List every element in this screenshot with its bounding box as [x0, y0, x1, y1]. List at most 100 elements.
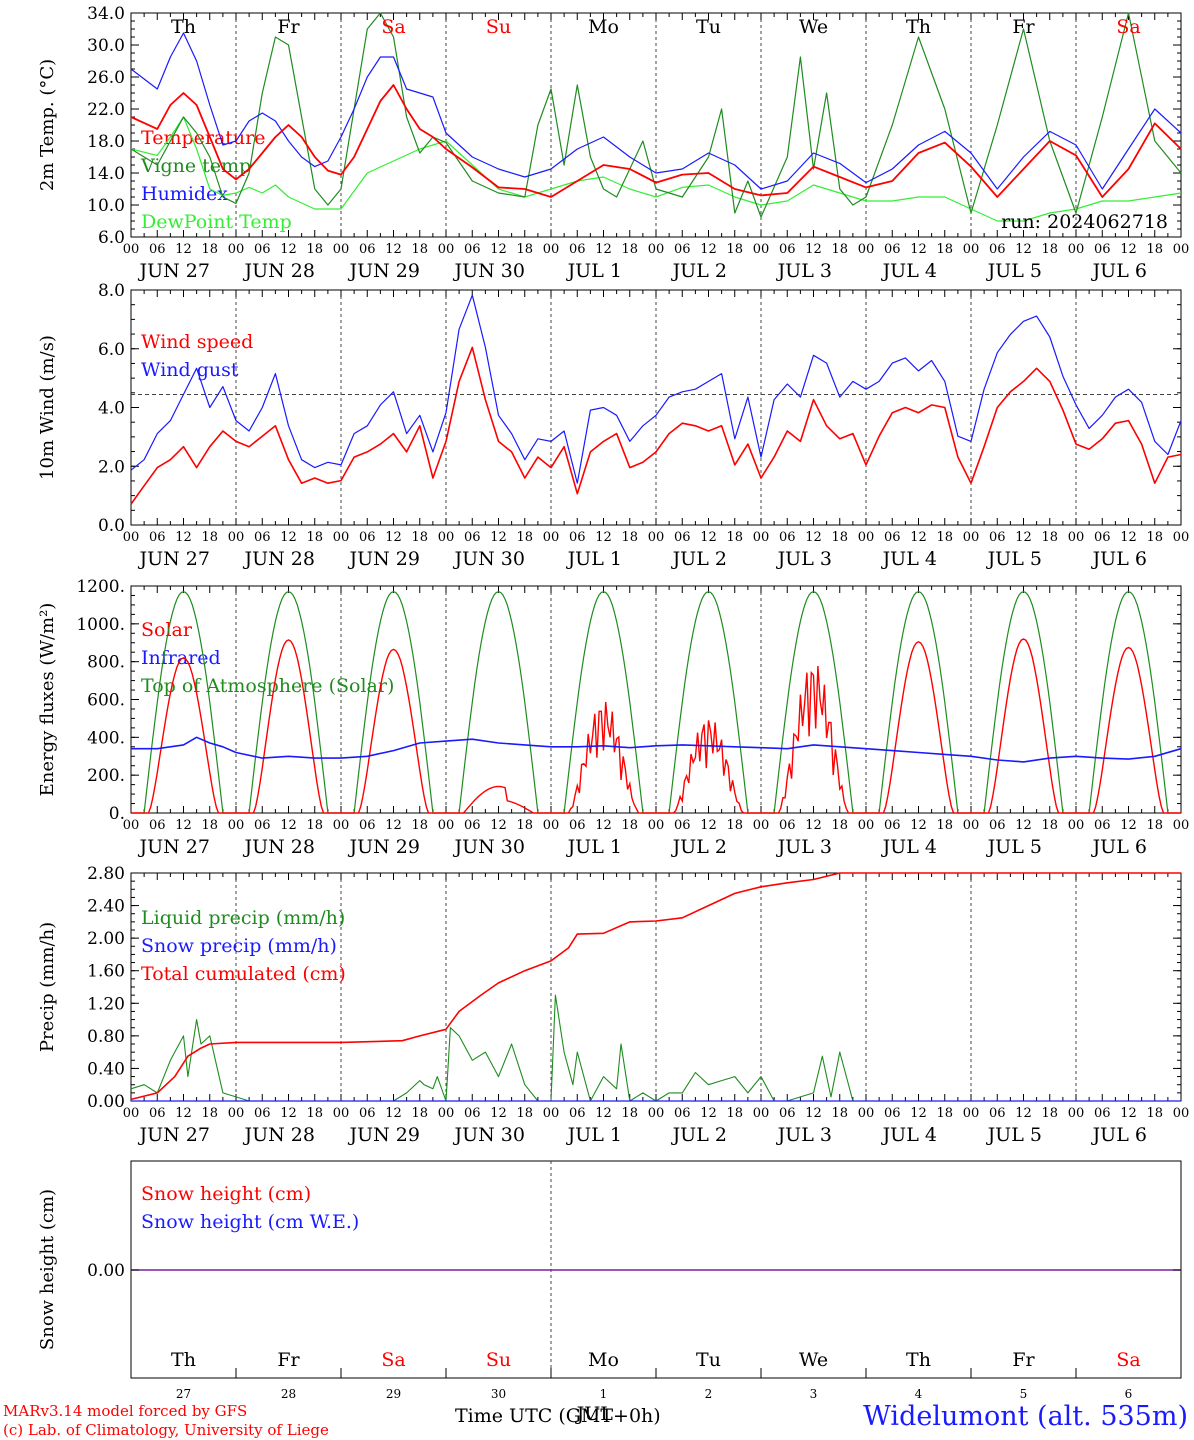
y-axis-label: 2m Temp. (°C) [37, 59, 58, 191]
legend-entry: Top of Atmosphere (Solar) [141, 675, 394, 697]
day-number-label: 2 [705, 1387, 713, 1401]
hour-tick-label: 12 [910, 818, 927, 833]
hour-tick-label: 12 [805, 1106, 822, 1121]
y-tick-label: 22.0 [87, 100, 125, 120]
weekday-label: Sa [1116, 16, 1140, 38]
hour-tick-label: 12 [385, 530, 402, 545]
hour-tick-label: 00 [1068, 1106, 1085, 1121]
weekday-label: Th [171, 1349, 196, 1371]
date-label: JUL 3 [776, 548, 832, 570]
hour-tick-label: 12 [490, 242, 507, 257]
hour-tick-label: 12 [385, 1106, 402, 1121]
hour-tick-label: 06 [1094, 1106, 1111, 1121]
run-label: run: 2024062718 [1001, 211, 1168, 233]
hour-tick-label: 18 [411, 1106, 428, 1121]
hour-tick-label: 12 [1015, 242, 1032, 257]
date-label: JUN 27 [138, 1124, 210, 1146]
hour-tick-label: 06 [569, 242, 586, 257]
y-axis-label: 10m Wind (m/s) [37, 335, 58, 480]
month-label: JUL [575, 1403, 614, 1425]
weekday-label: Th [906, 16, 931, 38]
hour-tick-label: 18 [1041, 818, 1058, 833]
date-label: JUL 5 [986, 1124, 1042, 1146]
hour-tick-label: 12 [490, 530, 507, 545]
date-label: JUN 28 [243, 260, 315, 282]
hour-tick-label: 00 [1173, 530, 1190, 545]
hour-tick-label: 06 [989, 818, 1006, 833]
hour-tick-label: 06 [569, 530, 586, 545]
hour-tick-label: 00 [333, 242, 350, 257]
hour-tick-label: 18 [516, 818, 533, 833]
weekday-label: Fr [277, 16, 300, 38]
date-label: JUN 30 [453, 260, 525, 282]
hour-tick-label: 12 [595, 242, 612, 257]
date-label: JUN 29 [348, 260, 420, 282]
panel-2: 00 06 12 18 00 06 12 18 00 06 12 18 00 06 12 18 00 06 12 18… [37, 281, 1189, 570]
hour-tick-label: 18 [726, 530, 743, 545]
day-number-label: 4 [915, 1387, 923, 1401]
hour-tick-label: 12 [910, 242, 927, 257]
hour-tick-label: 00 [228, 242, 245, 257]
date-label: JUN 29 [348, 836, 420, 858]
series-line [130, 84, 1182, 198]
hour-tick-label: 18 [306, 818, 323, 833]
y-tick-label: 0.80 [87, 1027, 125, 1047]
hour-tick-label: 06 [149, 530, 166, 545]
hour-tick-label: 00 [543, 242, 560, 257]
date-label: JUL 6 [1091, 548, 1147, 570]
hour-tick-label: 18 [306, 530, 323, 545]
hour-tick-label: 12 [595, 818, 612, 833]
hour-tick-label: 06 [359, 818, 376, 833]
weekday-label: Fr [277, 1349, 300, 1371]
hour-tick-label: 18 [726, 242, 743, 257]
hour-tick-label: 06 [779, 818, 796, 833]
hour-tick-label: 18 [411, 530, 428, 545]
date-label: JUN 28 [243, 1124, 315, 1146]
hour-tick-label: 06 [1094, 530, 1111, 545]
hour-tick-label: 06 [989, 1106, 1006, 1121]
day-number-label: 28 [281, 1387, 296, 1401]
y-axis-label: Precip (mm/h) [37, 922, 58, 1052]
weekday-label: We [799, 16, 828, 38]
legend-entry: Snow height (cm) [141, 1183, 311, 1205]
hour-tick-label: 00 [333, 818, 350, 833]
hour-tick-label: 12 [700, 818, 717, 833]
hour-tick-label: 00 [753, 818, 770, 833]
hour-tick-label: 18 [411, 242, 428, 257]
series-line [130, 346, 1182, 505]
hour-tick-label: 00 [858, 1106, 875, 1121]
hour-tick-label: 06 [884, 818, 901, 833]
hour-tick-label: 18 [831, 818, 848, 833]
hour-tick-label: 06 [884, 530, 901, 545]
date-label: JUN 27 [138, 260, 210, 282]
hour-tick-label: 12 [385, 818, 402, 833]
day-number-label: 5 [1020, 1387, 1028, 1401]
date-label: JUL 2 [671, 836, 727, 858]
hour-tick-label: 12 [700, 530, 717, 545]
hour-tick-label: 12 [175, 1106, 192, 1121]
hour-tick-label: 00 [858, 818, 875, 833]
hour-tick-label: 18 [1146, 530, 1163, 545]
hour-tick-label: 18 [516, 530, 533, 545]
date-label: JUN 28 [243, 548, 315, 570]
panel-3: 00 06 12 18 00 06 12 18 00 06 12 18 00 06 12 18 00 06 12 18… [37, 577, 1189, 858]
hour-tick-label: 00 [753, 530, 770, 545]
hour-tick-label: 06 [674, 530, 691, 545]
y-tick-label: 0. [109, 804, 125, 824]
weekday-label: Tu [696, 16, 721, 38]
y-tick-label: 1.60 [87, 962, 125, 982]
legend-entry: Infrared [141, 647, 221, 669]
date-label: JUL 2 [671, 548, 727, 570]
hour-tick-label: 00 [648, 818, 665, 833]
hour-tick-label: 06 [779, 530, 796, 545]
date-label: JUL 6 [1091, 836, 1147, 858]
hour-tick-label: 18 [306, 1106, 323, 1121]
hour-tick-label: 00 [963, 818, 980, 833]
date-label: JUN 29 [348, 548, 420, 570]
hour-tick-label: 00 [1068, 530, 1085, 545]
hour-tick-label: 00 [333, 530, 350, 545]
day-number-label: 30 [491, 1387, 506, 1401]
weekday-label: We [799, 1349, 828, 1371]
date-label: JUL 5 [986, 260, 1042, 282]
hour-tick-label: 00 [438, 818, 455, 833]
